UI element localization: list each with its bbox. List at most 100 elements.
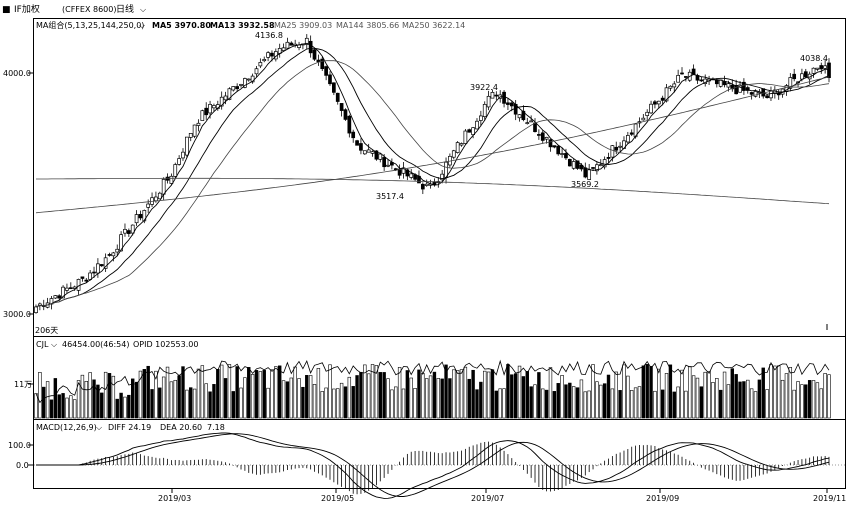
volume-bar (552, 391, 557, 419)
candle-body (219, 96, 224, 107)
volume-bar (606, 374, 611, 419)
candle-body (610, 145, 615, 158)
volume-bar (61, 393, 65, 419)
annotation-high-4136: 4136.8 (255, 31, 283, 40)
volume-bar (571, 386, 576, 419)
candle-body (440, 173, 445, 181)
candle-body (192, 124, 197, 137)
ma-group-label[interactable]: MA组合(5,13,25,144,250,0) (36, 20, 144, 30)
candle-body (587, 169, 592, 180)
macd-dea: DEA 20.60 (160, 423, 202, 432)
macd-diff: DIFF 24.19 (108, 423, 151, 432)
volume-dropdown-icon[interactable]: ⌵ (51, 340, 57, 349)
candle-body (529, 120, 533, 123)
volume-bar (146, 365, 150, 419)
candle-body (351, 131, 356, 139)
volume-bar (219, 364, 224, 419)
candle-body (370, 151, 375, 154)
ma-dropdown-icon[interactable]: ⌵ (139, 21, 145, 30)
volume-bar (169, 381, 174, 419)
volume-bar (521, 376, 526, 419)
volume-bar (622, 364, 626, 419)
volume-bar (301, 386, 305, 419)
volume-bar (746, 379, 750, 419)
volume-bar (285, 381, 290, 419)
volume-bar (788, 367, 793, 419)
volume-bar (827, 374, 831, 419)
days-label: 206天 (35, 326, 58, 335)
candle-body (722, 81, 727, 86)
candle-body (645, 111, 650, 116)
volume-bar (811, 380, 816, 419)
period-dropdown-icon[interactable]: ⌵ (140, 5, 146, 14)
volume-bar (231, 391, 235, 419)
volume-bar (459, 369, 464, 419)
volume-bar (131, 378, 135, 419)
volume-bar (154, 370, 158, 419)
candle-body (347, 115, 352, 134)
macd-lines (36, 432, 830, 499)
volume-bar (711, 382, 715, 419)
candle-body (130, 224, 135, 234)
candle-body (227, 88, 232, 100)
candle-body (486, 95, 491, 108)
candle-body (656, 100, 661, 105)
candle-body (243, 78, 247, 88)
candle-body (738, 84, 742, 93)
candle-body (420, 183, 425, 190)
volume-bar (800, 384, 804, 419)
ma5-line (35, 42, 830, 308)
candle-body (730, 84, 735, 90)
candle-body (625, 135, 630, 143)
volume-bar (189, 387, 193, 419)
volume-bar (579, 379, 584, 419)
candle-body (583, 167, 588, 178)
candle-body (185, 136, 189, 156)
macd-histogram (82, 441, 830, 495)
candle-body (749, 92, 754, 95)
candle-body (308, 40, 313, 54)
volume-bar (34, 393, 38, 419)
volume-ytick: 11万 (14, 380, 32, 389)
volume-bar (100, 392, 104, 419)
xtick-2019-07: 2019/07 (471, 494, 504, 503)
candle-body (405, 169, 410, 177)
candle-body (57, 295, 62, 299)
volume-bar (630, 390, 634, 419)
macd-panel-border (33, 419, 846, 489)
volume-bar (610, 388, 615, 419)
candle-body (169, 175, 174, 184)
candle-body (598, 164, 603, 167)
opid-value: OPID 102553.00 (133, 340, 198, 349)
candle-body (239, 84, 243, 86)
macd-dropdown-icon[interactable]: ⌵ (96, 423, 102, 432)
open-interest-path (35, 359, 830, 404)
candle-body (753, 91, 758, 97)
candle-body (61, 286, 65, 299)
volume-bar (53, 378, 58, 419)
period-label[interactable]: 日线 (116, 3, 134, 15)
volume-bar (107, 373, 112, 419)
x-axis: 2019/03 2019/05 2019/07 2019/09 2019/11 (158, 489, 846, 503)
volume-bar (161, 376, 166, 419)
volume-bar (390, 389, 394, 419)
volume-label[interactable]: CJL (36, 340, 49, 349)
candle-body (575, 160, 580, 169)
ma25-line (35, 60, 830, 308)
macd-label[interactable]: MACD(12,26,9) (36, 423, 97, 432)
candle-body (544, 136, 549, 140)
volume-bar (428, 375, 433, 419)
volume-bar (807, 380, 812, 419)
ma5-value: MA5 3970.80 (152, 21, 211, 30)
candle-body (355, 140, 359, 146)
volume-bar (804, 384, 808, 419)
volume-bar (355, 375, 359, 419)
volume-bar (483, 370, 487, 419)
volume-bar (111, 375, 116, 419)
candle-body (792, 73, 797, 80)
volume-bar (490, 369, 495, 419)
candle-body (339, 103, 344, 111)
volume-bar (591, 364, 595, 419)
